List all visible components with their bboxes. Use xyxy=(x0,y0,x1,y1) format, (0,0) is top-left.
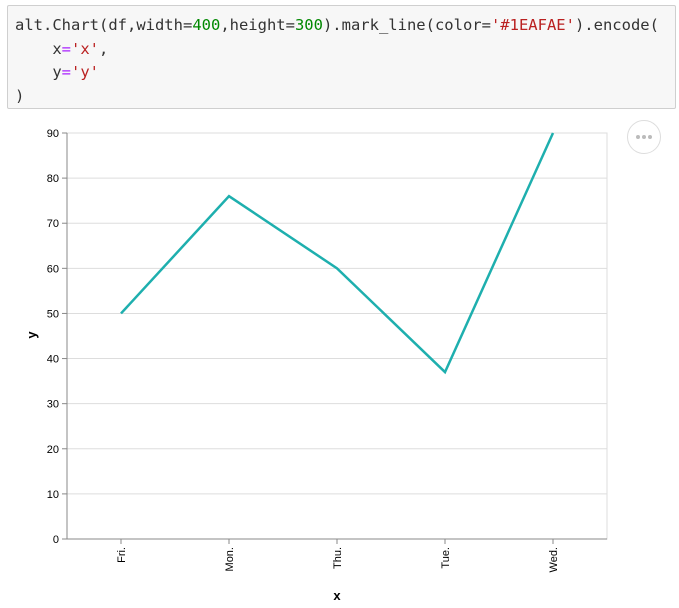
y-tick-label: 10 xyxy=(47,489,59,501)
x-tick-label: Wed. xyxy=(548,547,560,572)
code-text: , xyxy=(99,39,109,58)
y-tick-label: 90 xyxy=(47,128,59,140)
code-line-4: ) xyxy=(15,86,25,105)
code-operator: = xyxy=(61,39,72,58)
code-text: ).encode( xyxy=(574,16,659,34)
code-string: 'x' xyxy=(71,39,100,58)
y-tick-label: 70 xyxy=(47,218,59,230)
data-point xyxy=(227,194,232,199)
code-text: alt.Chart(df,width= xyxy=(15,16,193,34)
y-tick-label: 30 xyxy=(47,399,59,411)
data-point xyxy=(551,131,556,136)
y-tick-label: 50 xyxy=(47,308,59,320)
x-axis-title: x xyxy=(333,588,341,603)
y-tick-label: 80 xyxy=(47,173,59,185)
data-point xyxy=(443,370,448,375)
width-value: 400 xyxy=(192,16,221,34)
code-text: ).mark_line(color= xyxy=(322,16,491,34)
y-tick-label: 20 xyxy=(47,444,59,456)
series-line-layer xyxy=(119,131,556,375)
code-operator: = xyxy=(61,63,72,81)
x-tick-label: Fri. xyxy=(116,547,128,563)
color-string: '#1EAFAE' xyxy=(490,16,575,34)
code-keyword: x xyxy=(52,39,62,58)
series-line xyxy=(120,132,555,375)
code-keyword: y xyxy=(52,63,62,81)
y-tick-label: 60 xyxy=(47,263,59,275)
more-actions-button[interactable] xyxy=(627,120,661,154)
data-point xyxy=(335,266,340,271)
height-value: 300 xyxy=(294,16,323,34)
code-line-3: y='y' xyxy=(15,61,675,85)
data-point xyxy=(119,311,124,316)
code-line-2: x='x', xyxy=(15,38,675,62)
y-tick-label: 0 xyxy=(53,534,59,546)
y-tick-label: 40 xyxy=(47,354,59,366)
x-tick-label: Thu. xyxy=(332,547,344,569)
y-axis-title: y xyxy=(24,331,39,339)
code-line-1: alt.Chart(df,width=400,height=300).mark_… xyxy=(15,14,675,38)
x-tick-label: Tue. xyxy=(440,547,452,569)
code-string: 'y' xyxy=(71,63,100,81)
ellipsis-icon xyxy=(636,135,652,139)
code-text: ,height= xyxy=(220,16,295,34)
axes: 0 10 20 30 40 50 60 70 80 90 Fri. Mon. Thu. Tue. Wed. xyxy=(47,128,607,572)
x-tick-label: Mon. xyxy=(224,547,236,571)
code-cell[interactable]: alt.Chart(df,width=400,height=300).mark_… xyxy=(7,5,676,109)
